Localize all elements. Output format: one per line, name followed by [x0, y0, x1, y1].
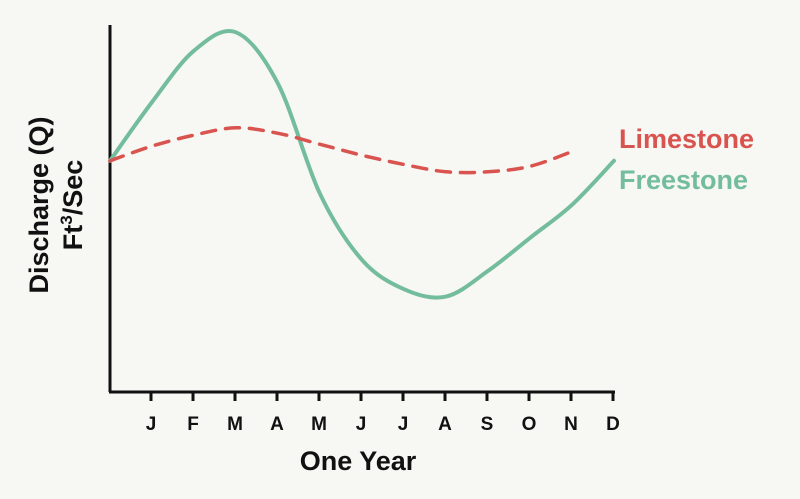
series-line-limestone: [108, 126, 574, 175]
x-tick-label: M: [227, 414, 243, 435]
x-tick-label: F: [187, 414, 199, 435]
x-tick-label: S: [481, 414, 494, 435]
x-tick-label: D: [606, 414, 620, 435]
x-tick-label: J: [356, 414, 367, 435]
x-ticks: [149, 392, 615, 401]
series-lines: [108, 29, 616, 300]
y-axis-title-base: Ft: [58, 225, 88, 250]
legend-freestone: Freestone: [619, 165, 748, 195]
series-line-freestone: [108, 29, 616, 300]
x-tick-label: J: [146, 414, 157, 435]
y-axis-title-line2: Ft3/Sec: [57, 160, 88, 251]
x-tick-label: A: [270, 414, 284, 435]
x-tick-label: A: [438, 414, 452, 435]
x-tick-label: N: [564, 414, 578, 435]
x-tick-label: M: [311, 414, 327, 435]
x-tick-label: O: [522, 414, 537, 435]
axes: [108, 25, 615, 394]
y-axis-title-superscript: 3: [57, 215, 76, 224]
y-axis-title-line1: Discharge (Q): [24, 116, 54, 293]
x-tick-label: J: [398, 414, 409, 435]
y-axis-title-rest: /Sec: [58, 160, 88, 216]
x-axis-title: One Year: [300, 446, 417, 476]
legend-limestone: Limestone: [619, 124, 754, 154]
